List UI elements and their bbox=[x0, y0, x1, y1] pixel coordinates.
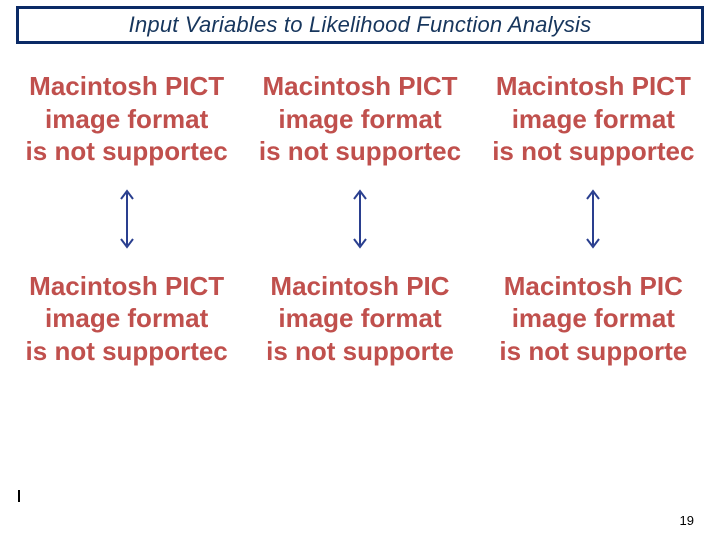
ph-line2: image format bbox=[12, 103, 241, 136]
double-arrow-icon bbox=[583, 187, 603, 251]
placeholder-bottom-3: Macintosh PIC image format is not suppor… bbox=[477, 264, 710, 374]
double-arrow-icon bbox=[350, 187, 370, 251]
placeholder-top-1: Macintosh PICT image format is not suppo… bbox=[10, 64, 243, 174]
ph-line3: is not supporte bbox=[479, 335, 708, 368]
ph-line1: Macintosh PICT bbox=[245, 70, 474, 103]
placeholder-bottom-1: Macintosh PICT image format is not suppo… bbox=[10, 264, 243, 374]
ph-line1: Macintosh PICT bbox=[479, 70, 708, 103]
ph-line1: Macintosh PICT bbox=[12, 70, 241, 103]
ph-line3: is not supportec bbox=[12, 335, 241, 368]
arrow-row bbox=[10, 184, 710, 254]
arrow-2 bbox=[243, 187, 476, 251]
double-arrow-icon bbox=[117, 187, 137, 251]
title-bar: Input Variables to Likelihood Function A… bbox=[16, 6, 704, 44]
ph-line2: image format bbox=[245, 103, 474, 136]
ph-line3: is not supportec bbox=[479, 135, 708, 168]
ph-line2: image format bbox=[479, 302, 708, 335]
slide: Input Variables to Likelihood Function A… bbox=[0, 0, 720, 540]
bottom-row: Macintosh PICT image format is not suppo… bbox=[10, 264, 710, 374]
placeholder-bottom-2: Macintosh PIC image format is not suppor… bbox=[243, 264, 476, 374]
ph-line1: Macintosh PICT bbox=[12, 270, 241, 303]
ph-line3: is not supportec bbox=[245, 135, 474, 168]
arrow-3 bbox=[477, 187, 710, 251]
placeholder-top-3: Macintosh PICT image format is not suppo… bbox=[477, 64, 710, 174]
arrow-1 bbox=[10, 187, 243, 251]
ph-line1: Macintosh PIC bbox=[479, 270, 708, 303]
ph-line2: image format bbox=[12, 302, 241, 335]
axis-tick bbox=[18, 490, 20, 502]
ph-line3: is not supportec bbox=[12, 135, 241, 168]
ph-line2: image format bbox=[479, 103, 708, 136]
ph-line3: is not supporte bbox=[245, 335, 474, 368]
content-grid: Macintosh PICT image format is not suppo… bbox=[10, 64, 710, 373]
page-number: 19 bbox=[680, 513, 694, 528]
placeholder-top-2: Macintosh PICT image format is not suppo… bbox=[243, 64, 476, 174]
slide-title: Input Variables to Likelihood Function A… bbox=[129, 12, 592, 38]
ph-line2: image format bbox=[245, 302, 474, 335]
top-row: Macintosh PICT image format is not suppo… bbox=[10, 64, 710, 174]
ph-line1: Macintosh PIC bbox=[245, 270, 474, 303]
